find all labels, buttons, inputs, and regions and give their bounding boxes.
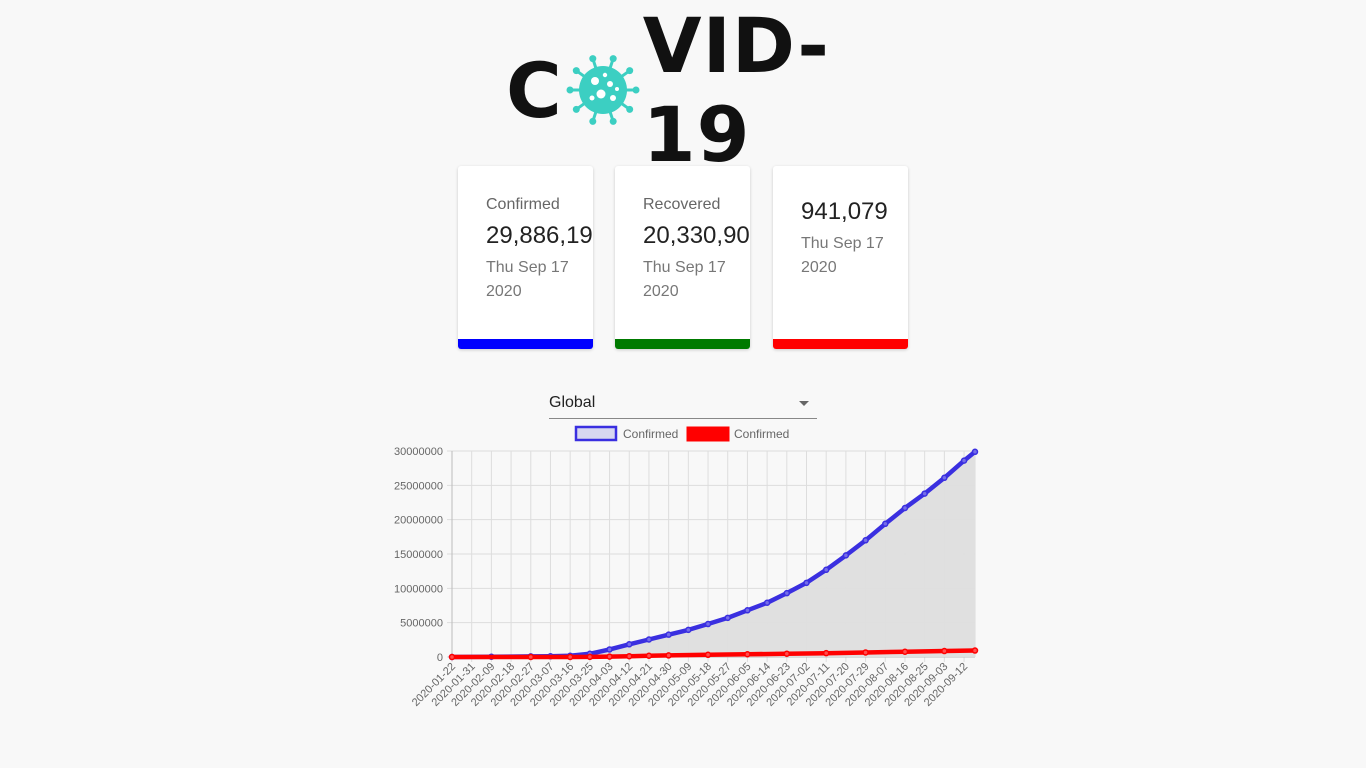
region-select[interactable]: Global [549,392,817,419]
y-tick-label: 25000000 [394,480,443,492]
series-1-point [606,653,613,660]
caret-down-icon [799,401,809,406]
recovered-value: 20,330,90 [643,222,750,249]
stats-cards: Confirmed 29,886,19 Thu Sep 17 2020 Reco… [458,166,908,350]
recovered-card: Recovered 20,330,90 Thu Sep 17 2020 [615,166,750,349]
series-1-point [448,653,456,661]
series-0-point [842,552,850,559]
series-1-point [566,653,574,661]
legend-swatch-0 [574,425,618,442]
series-0-point [665,631,672,638]
confirmed-date: Thu Sep 17 2020 [486,259,569,300]
recovered-label: Recovered [643,196,721,213]
confirmed-value: 29,886,19 [486,222,593,249]
y-tick-label: 15000000 [394,549,443,561]
cases-line-chart: 0 5000000 10000000 15000000 20000000 25000000… [394,425,979,709]
y-tick-label: 5000000 [400,618,443,630]
series-0-point [704,620,712,628]
series-0-point [606,646,613,653]
y-tick-label: 30000000 [394,446,443,458]
series-1-point [586,653,594,661]
series-0-point [626,641,633,648]
deaths-value: 941,079 [801,198,888,225]
recovered-color-bar [615,339,750,349]
series-1-point [645,652,653,660]
series-0-point [803,579,810,587]
series-0-point [724,614,731,622]
series-0-point [921,490,928,497]
deaths-date: Thu Sep 17 2020 [801,235,884,276]
series-0-point [645,636,653,643]
series-1-point [626,652,633,660]
region-select-value: Global [549,394,596,411]
series-0-point [783,589,791,597]
confirmed-label: Confirmed [486,196,560,213]
series-0-point [685,626,692,634]
confirmed-color-bar [458,339,593,349]
series-0-area [452,451,975,657]
series-1-point [901,648,909,655]
series-0-point [971,448,979,456]
recovered-date: Thu Sep 17 2020 [643,259,726,300]
logo-prefix: C [506,45,563,135]
series-0-point [763,599,771,607]
series-0-point [744,607,751,614]
virus-icon [565,50,641,130]
series-0-point [960,457,968,464]
series-0-point [882,520,889,528]
series-0-point [901,504,909,512]
series-1-point [527,653,535,661]
series-0-point [822,566,830,574]
legend-label-1: Confirmed [734,427,789,441]
logo-suffix: VID-19 [642,1,830,179]
y-tick-label: 20000000 [394,515,443,527]
legend-label-0: Confirmed [623,427,678,441]
series-1-point [744,651,751,658]
series-1-point [971,647,979,654]
y-tick-label: 0 [437,652,443,664]
series-0-point [941,474,948,482]
y-tick-label: 10000000 [394,583,443,595]
series-0-point [862,537,869,544]
series-1-point [862,649,869,656]
series-1-point [783,650,791,657]
deaths-card: 941,079 Thu Sep 17 2020 [773,166,908,349]
deaths-color-bar [773,339,908,349]
series-1-point [704,651,712,659]
series-1-point [665,652,672,659]
series-1-line [449,648,978,660]
covid-logo: C VID-19 [506,1,866,179]
confirmed-card: Confirmed 29,886,19 Thu Sep 17 2020 [458,166,593,349]
legend-swatch-1 [686,426,730,442]
series-1-point [822,649,830,657]
series-1-point [941,647,948,655]
